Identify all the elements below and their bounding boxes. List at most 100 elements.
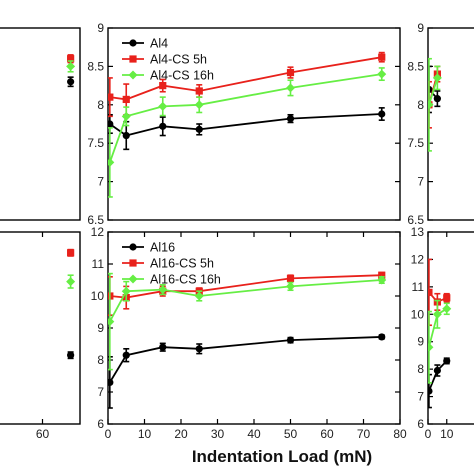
data-point — [195, 87, 203, 95]
legend-marker — [129, 55, 137, 63]
y-tick-label: 6.5 — [407, 213, 424, 227]
data-point — [428, 342, 434, 352]
plot-frame — [0, 231, 81, 425]
y-tick-label: 6.5 — [87, 213, 104, 227]
data-point — [286, 115, 295, 123]
x-tick-label: 60 — [36, 427, 50, 441]
data-point — [433, 95, 441, 103]
series-line — [108, 73, 382, 163]
y-tick-label: 9 — [97, 21, 104, 35]
data-point — [378, 110, 386, 118]
y-tick-label: 7 — [97, 385, 104, 399]
panel-top-center: 6.5 7 7.5 8 8.5 9 Al4 Al4-CS 5h Al4-CS 16h — [87, 21, 401, 227]
y-tick-label: 8 — [417, 362, 424, 376]
legend-marker — [128, 70, 138, 80]
data-point — [67, 78, 75, 86]
y-tick-label: 10 — [411, 307, 425, 321]
data-point — [108, 120, 114, 128]
data-point — [377, 275, 387, 285]
legend-marker — [129, 39, 137, 47]
data-point — [158, 101, 168, 111]
series-group — [66, 248, 76, 360]
x-tick-label: 0 — [105, 427, 112, 441]
y-tick-label: 9 — [417, 335, 424, 349]
x-tick-label: 50 — [284, 427, 298, 441]
legend-label: Al16-CS 16h — [150, 273, 221, 287]
plot-frame — [0, 27, 81, 221]
legend-marker — [128, 274, 138, 284]
data-point — [378, 271, 386, 279]
panel-top-left — [0, 27, 81, 221]
data-point — [433, 366, 441, 375]
data-point — [428, 387, 433, 395]
y-tick-label: 7 — [417, 390, 424, 404]
data-point — [443, 294, 451, 302]
y-tick-label: 8 — [97, 353, 104, 367]
y-tick-label: 8 — [417, 98, 424, 112]
data-point — [195, 345, 203, 353]
panel-bottom-right: 6 7 8 9 10 11 12 13 0 10 — [411, 225, 474, 441]
y-tick-label: 7.5 — [407, 136, 424, 150]
x-tick-label: 30 — [211, 427, 225, 441]
data-point — [432, 73, 442, 83]
panel-bottom-center: 6 7 8 9 10 11 12 0 10 20 30 40 50 60 70 80 Al16 Al16-CS 5… — [91, 225, 407, 441]
data-point — [443, 357, 451, 365]
data-point — [122, 95, 130, 104]
data-point — [286, 336, 295, 344]
x-tick-label: 0 — [425, 427, 432, 441]
data-point — [108, 93, 114, 101]
y-tick-label: 6 — [417, 417, 424, 431]
y-tick-label: 9 — [417, 21, 424, 35]
data-point — [286, 68, 295, 77]
y-tick-label: 11 — [412, 280, 425, 294]
data-point — [66, 61, 76, 71]
x-tick-label: 10 — [440, 427, 454, 441]
x-tick-label: 80 — [393, 427, 407, 441]
series-group — [108, 271, 387, 409]
series-line — [109, 113, 382, 137]
data-point — [108, 317, 115, 327]
data-point — [67, 55, 75, 63]
data-point — [158, 285, 168, 295]
legend-label: Al4 — [150, 37, 168, 51]
x-tick-label: 40 — [247, 427, 261, 441]
data-point — [442, 304, 452, 314]
series-group — [66, 54, 76, 88]
data-point — [108, 378, 114, 386]
x-tick-label: 20 — [174, 427, 188, 441]
plot-frame — [427, 231, 474, 425]
y-tick-label: 12 — [91, 225, 105, 239]
data-point — [377, 69, 387, 79]
data-point — [286, 83, 295, 93]
data-point — [432, 309, 442, 319]
series-line — [428, 77, 439, 106]
y-tick-label: 7.5 — [87, 136, 104, 150]
x-axis-label: Indentation Load (mN) — [192, 447, 372, 466]
series-group — [108, 51, 387, 198]
data-point — [286, 281, 295, 291]
series-group — [428, 57, 442, 152]
data-point — [378, 53, 386, 61]
x-tick-label: 70 — [357, 427, 371, 441]
panel-bottom-left: 60 — [0, 231, 81, 441]
y-tick-label: 8.5 — [407, 59, 424, 73]
legend-marker — [129, 243, 137, 251]
data-point — [66, 277, 76, 287]
data-point — [67, 249, 75, 257]
data-point — [121, 111, 131, 121]
y-tick-label: 8.5 — [87, 59, 104, 73]
data-point — [378, 333, 386, 341]
series-line — [109, 336, 382, 383]
data-point — [108, 292, 114, 300]
data-point — [159, 82, 167, 90]
series-group — [428, 258, 452, 409]
y-tick-label: 13 — [411, 225, 425, 239]
legend-label: Al16 — [150, 241, 175, 255]
legend-marker — [129, 259, 137, 267]
y-tick-label: 11 — [92, 257, 105, 271]
y-tick-label: 12 — [411, 252, 425, 266]
panel-top-right: 6.5 7 7.5 8 8.5 9 — [407, 21, 474, 227]
x-tick-label: 10 — [138, 427, 152, 441]
data-point — [286, 274, 295, 282]
